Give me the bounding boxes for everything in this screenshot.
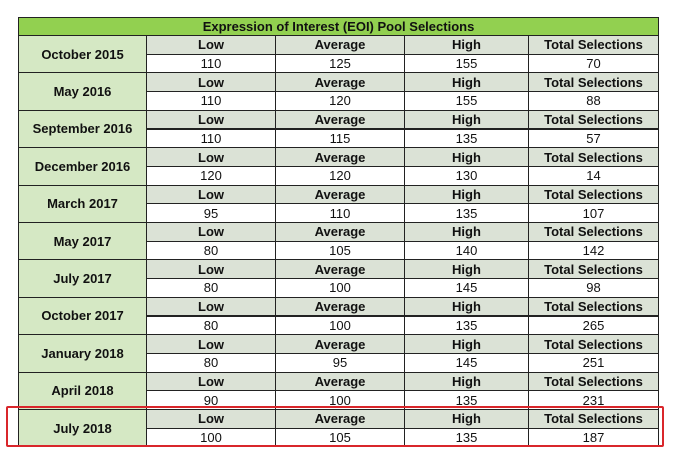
value-cell: 110 bbox=[146, 53, 276, 74]
column-header: Total Selections bbox=[528, 72, 659, 93]
row-label: October 2017 bbox=[18, 296, 147, 336]
value-cell: 100 bbox=[275, 390, 405, 410]
column-header: High bbox=[404, 35, 529, 55]
value-cell: 105 bbox=[275, 240, 405, 261]
value-cell: 155 bbox=[404, 91, 529, 111]
column-header: High bbox=[404, 72, 529, 93]
column-header: Low bbox=[146, 371, 276, 392]
row-label: July 2018 bbox=[18, 409, 147, 448]
value-cell: 95 bbox=[275, 352, 405, 373]
value-cell: 80 bbox=[146, 352, 276, 373]
column-header: Low bbox=[146, 147, 276, 167]
column-header: Average bbox=[275, 296, 405, 317]
column-header: Low bbox=[146, 296, 276, 317]
column-header: Total Selections bbox=[528, 109, 659, 130]
column-header: High bbox=[404, 296, 529, 317]
row-label: September 2016 bbox=[18, 109, 147, 149]
column-header: High bbox=[404, 184, 529, 205]
value-cell: 95 bbox=[146, 203, 276, 223]
table-title: Expression of Interest (EOI) Pool Select… bbox=[18, 17, 659, 36]
value-cell: 120 bbox=[275, 165, 405, 186]
column-header: Total Selections bbox=[528, 35, 659, 55]
column-header: Total Selections bbox=[528, 334, 659, 354]
column-header: Average bbox=[275, 222, 405, 242]
value-cell: 100 bbox=[146, 427, 276, 448]
column-header: Average bbox=[275, 35, 405, 55]
value-cell: 135 bbox=[404, 203, 529, 223]
row-label: December 2016 bbox=[18, 147, 147, 186]
column-header: Low bbox=[146, 222, 276, 242]
value-cell: 135 bbox=[404, 390, 529, 410]
value-cell: 145 bbox=[404, 352, 529, 373]
value-cell: 80 bbox=[146, 315, 276, 336]
column-header: High bbox=[404, 371, 529, 392]
value-cell: 98 bbox=[528, 278, 659, 298]
column-header: High bbox=[404, 222, 529, 242]
value-cell: 145 bbox=[404, 278, 529, 298]
value-cell: 110 bbox=[146, 128, 276, 149]
highlight-box bbox=[6, 406, 664, 447]
column-header: Total Selections bbox=[528, 147, 659, 167]
column-header: Total Selections bbox=[528, 184, 659, 205]
row-label: May 2016 bbox=[18, 72, 147, 111]
value-cell: 100 bbox=[275, 315, 405, 336]
value-cell: 80 bbox=[146, 240, 276, 261]
column-header: Low bbox=[146, 35, 276, 55]
row-label: March 2017 bbox=[18, 184, 147, 223]
value-cell: 107 bbox=[528, 203, 659, 223]
column-header: Average bbox=[275, 184, 405, 205]
value-cell: 80 bbox=[146, 278, 276, 298]
value-cell: 251 bbox=[528, 352, 659, 373]
column-header: Total Selections bbox=[528, 296, 659, 317]
column-header: Total Selections bbox=[528, 371, 659, 392]
value-cell: 140 bbox=[404, 240, 529, 261]
value-cell: 135 bbox=[404, 315, 529, 336]
column-header: Average bbox=[275, 109, 405, 130]
column-header: Average bbox=[275, 259, 405, 280]
value-cell: 70 bbox=[528, 53, 659, 74]
value-cell: 130 bbox=[404, 165, 529, 186]
column-header: High bbox=[404, 259, 529, 280]
value-cell: 125 bbox=[275, 53, 405, 74]
column-header: Average bbox=[275, 334, 405, 354]
value-cell: 110 bbox=[275, 203, 405, 223]
value-cell: 100 bbox=[275, 278, 405, 298]
row-label: April 2018 bbox=[18, 371, 147, 410]
value-cell: 115 bbox=[275, 128, 405, 149]
column-header: Average bbox=[275, 72, 405, 93]
column-header: Low bbox=[146, 184, 276, 205]
column-header: Low bbox=[146, 334, 276, 354]
column-header: High bbox=[404, 334, 529, 354]
column-header: Low bbox=[146, 109, 276, 130]
row-label: May 2017 bbox=[18, 222, 147, 261]
column-header: Low bbox=[146, 72, 276, 93]
value-cell: 14 bbox=[528, 165, 659, 186]
value-cell: 155 bbox=[404, 53, 529, 74]
column-header: Average bbox=[275, 147, 405, 167]
value-cell: 120 bbox=[146, 165, 276, 186]
value-cell: 142 bbox=[528, 240, 659, 261]
column-header: Total Selections bbox=[528, 222, 659, 242]
column-header: High bbox=[404, 147, 529, 167]
column-header: Average bbox=[275, 371, 405, 392]
value-cell: 88 bbox=[528, 91, 659, 111]
value-cell: 135 bbox=[404, 128, 529, 149]
column-header: Low bbox=[146, 259, 276, 280]
column-header: Total Selections bbox=[528, 409, 659, 429]
value-cell: 265 bbox=[528, 315, 659, 336]
row-label: July 2017 bbox=[18, 259, 147, 298]
value-cell: 57 bbox=[528, 128, 659, 149]
column-header: High bbox=[404, 109, 529, 130]
column-header: Total Selections bbox=[528, 259, 659, 280]
value-cell: 120 bbox=[275, 91, 405, 111]
row-label: October 2015 bbox=[18, 35, 147, 74]
value-cell: 110 bbox=[146, 91, 276, 111]
row-label: January 2018 bbox=[18, 334, 147, 373]
